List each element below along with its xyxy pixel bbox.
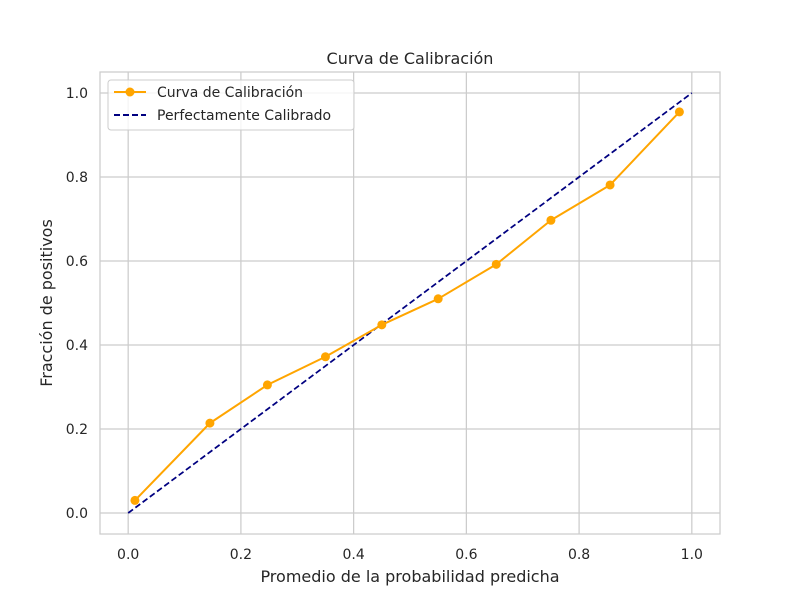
y-axis-label: Fracción de positivos [37,219,56,387]
calibration-curve-point [546,215,556,225]
calibration-curve-line [134,111,681,502]
series-layer [127,92,693,514]
legend-label-perfectly-calibrated: Perfectamente Calibrado [157,108,331,124]
y-tick-label: 1.0 [66,86,88,102]
y-tick-labels: 0.0 0.2 0.4 0.6 0.8 1.0 [66,86,88,522]
calibration-curve-point [320,352,330,362]
x-tick-labels: 0.0 0.2 0.4 0.6 0.8 1.0 [117,547,703,563]
x-tick-label: 0.6 [455,547,477,563]
calibration-curve-point [605,180,615,190]
chart-title: Curva de Calibración [327,49,494,68]
calibration-curve-point [433,294,443,304]
x-tick-label: 0.2 [230,547,252,563]
calibration-curve-point [491,259,501,269]
calibration-curve-point [130,495,140,505]
x-tick-label: 0.0 [117,547,139,563]
y-tick-label: 0.8 [66,170,88,186]
legend-marker-calibration-curve [125,87,135,97]
legend: Curva de Calibración Perfectamente Calib… [107,79,355,131]
legend-label-calibration-curve: Curva de Calibración [157,85,303,101]
calibration-curve-point [377,320,387,330]
x-tick-label: 0.8 [568,547,590,563]
perfectly-calibrated-line [127,92,693,514]
legend-box [107,79,355,131]
plot-frame [99,71,721,535]
x-tick-label: 0.4 [343,547,365,563]
y-tick-label: 0.0 [66,506,88,522]
x-tick-label: 1.0 [681,547,703,563]
y-tick-label: 0.6 [66,254,88,270]
calibration-curve-point [262,380,272,390]
x-axis-label: Promedio de la probabilidad predicha [260,567,559,586]
y-tick-label: 0.2 [66,422,88,438]
calibration-curve-point [674,107,684,117]
y-tick-label: 0.4 [66,338,88,354]
calibration-curve-point [205,418,215,428]
